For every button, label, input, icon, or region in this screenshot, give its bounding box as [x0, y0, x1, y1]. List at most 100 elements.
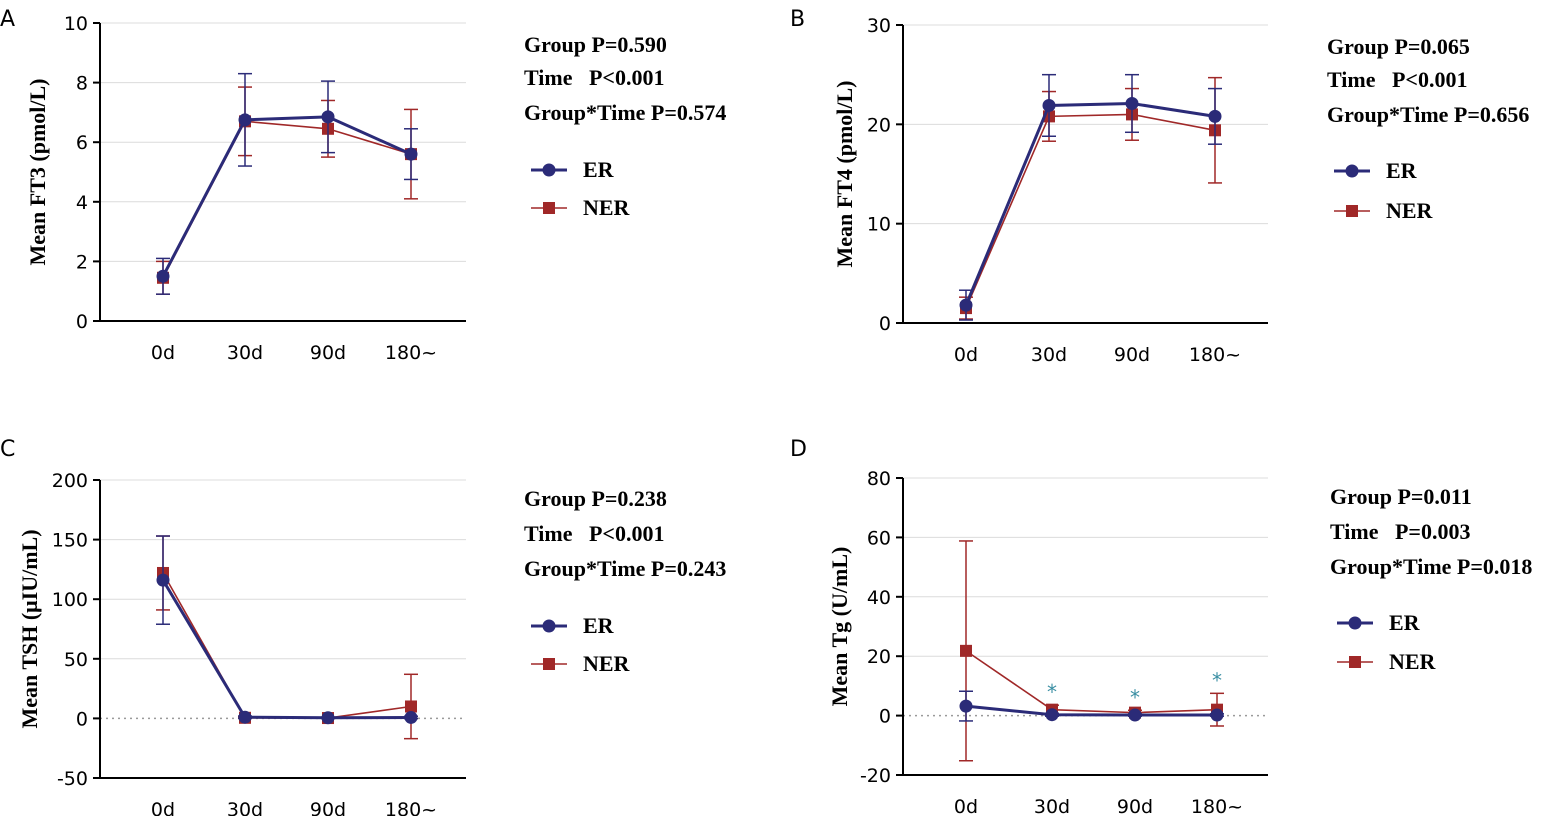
y-tick-label: 0	[879, 313, 891, 335]
legend-marker	[1345, 164, 1359, 178]
panel-letter: B	[790, 7, 805, 32]
legend-item-er[interactable]: ER	[531, 613, 615, 638]
significance-marker: *	[1212, 668, 1222, 692]
series-er	[959, 690, 1224, 722]
stat-line: Time P<0.001	[524, 521, 664, 546]
significance-marker: *	[1047, 680, 1057, 704]
legend-marker	[542, 163, 556, 177]
stat-line: Group P=0.011	[1330, 484, 1472, 509]
panel-letter: D	[790, 437, 807, 462]
series-ner	[959, 540, 1224, 762]
y-tick-label: 10	[64, 13, 88, 35]
y-tick-label: -50	[57, 768, 88, 790]
point-ner[interactable]	[405, 700, 417, 713]
stat-line: Group P=0.238	[524, 486, 667, 511]
y-tick-label: 10	[867, 214, 891, 236]
y-axis-label: Mean FT3 (pmol/L)	[25, 79, 50, 266]
panel-letter: C	[0, 437, 15, 462]
legend-marker	[1348, 616, 1362, 630]
legend-item-ner[interactable]: NER	[1334, 198, 1434, 223]
x-tick-label: 0d	[954, 344, 978, 366]
stat-line: Time P=0.003	[1330, 519, 1470, 544]
legend-marker	[1349, 656, 1361, 668]
panel-A: A 0 2 4 6 8 10 0d 30d 90d 180~ Mean FT3 (pmol/L) Gro…	[0, 7, 726, 364]
panel-B: B 0 10 20 30 0d 30d 90d 180~ Mean FT4 (pmol/L) Gro…	[790, 7, 1529, 366]
point-er[interactable]	[156, 269, 170, 283]
stat-line: Group*Time P=0.018	[1330, 554, 1532, 579]
point-er[interactable]	[156, 573, 170, 587]
point-er[interactable]	[1210, 708, 1224, 722]
x-tick-label: 30d	[1034, 796, 1070, 816]
series-line-er	[161, 579, 412, 720]
series-line-ner	[965, 113, 1216, 309]
point-ner[interactable]	[960, 644, 972, 657]
stat-line: Group*Time P=0.656	[1327, 102, 1529, 127]
legend-label: NER	[583, 195, 631, 220]
point-er[interactable]	[959, 298, 973, 312]
series-line-ner	[965, 650, 1218, 714]
y-axis-label: Mean FT4 (pmol/L)	[832, 81, 857, 268]
x-tick-label: 30d	[227, 799, 263, 816]
y-tick-label: 50	[64, 649, 88, 671]
y-tick-label: 30	[867, 15, 891, 37]
legend-label: ER	[583, 613, 615, 638]
point-er[interactable]	[1208, 109, 1222, 123]
series-er	[156, 535, 418, 725]
legend-item-er[interactable]: ER	[1337, 610, 1421, 635]
y-tick-label: 8	[76, 73, 88, 95]
x-tick-label: 90d	[1117, 796, 1153, 816]
legend-label: NER	[1386, 198, 1434, 223]
legend-item-ner[interactable]: NER	[1337, 649, 1437, 674]
point-er[interactable]	[321, 711, 335, 725]
point-er[interactable]	[238, 113, 252, 127]
x-tick-label: 0d	[151, 342, 175, 364]
point-er[interactable]	[1042, 98, 1056, 112]
x-tick-label: 180~	[385, 799, 437, 816]
y-tick-label: 0	[76, 708, 88, 730]
x-tick-label: 30d	[227, 342, 263, 364]
x-tick-label: 0d	[954, 796, 978, 816]
x-tick-label: 0d	[151, 799, 175, 816]
stat-line: Time P<0.001	[524, 65, 664, 90]
significance-marker: *	[1130, 685, 1140, 709]
legend-item-ner[interactable]: NER	[531, 195, 631, 220]
y-tick-label: 2	[76, 251, 88, 273]
y-tick-label: 6	[76, 132, 88, 154]
x-tick-label: 180~	[1191, 796, 1243, 816]
y-tick-label: 4	[76, 192, 88, 214]
y-tick-label: 40	[867, 587, 891, 609]
point-er[interactable]	[1045, 708, 1059, 722]
y-tick-label: 150	[52, 530, 88, 552]
y-tick-label: 200	[52, 470, 88, 492]
x-tick-label: 90d	[1114, 344, 1150, 366]
legend-marker	[542, 619, 556, 633]
legend-label: NER	[583, 651, 631, 676]
legend-label: NER	[1389, 649, 1437, 674]
y-tick-label: -20	[860, 765, 891, 787]
point-er[interactable]	[404, 147, 418, 161]
legend-item-er[interactable]: ER	[531, 157, 615, 182]
series-line-er	[161, 115, 412, 277]
series-er	[156, 72, 418, 295]
x-tick-label: 90d	[310, 342, 346, 364]
y-axis-label: Mean Tg (U/mL)	[827, 547, 852, 707]
x-tick-label: 30d	[1031, 344, 1067, 366]
point-er[interactable]	[959, 699, 973, 713]
stat-line: Group*Time P=0.574	[524, 100, 726, 125]
series-ner	[959, 76, 1222, 320]
series-ner	[156, 535, 418, 740]
y-tick-label: 100	[52, 589, 88, 611]
stat-line: Time P<0.001	[1327, 67, 1467, 92]
y-tick-label: 0	[76, 311, 88, 333]
point-er[interactable]	[321, 110, 335, 124]
legend-item-er[interactable]: ER	[1334, 158, 1418, 183]
legend-item-ner[interactable]: NER	[531, 651, 631, 676]
point-er[interactable]	[238, 710, 252, 724]
point-er[interactable]	[1128, 708, 1142, 722]
point-er[interactable]	[1125, 96, 1139, 110]
y-tick-label: 80	[867, 468, 891, 490]
stat-line: Group P=0.590	[524, 32, 667, 57]
point-er[interactable]	[404, 710, 418, 724]
legend-marker	[1346, 205, 1358, 217]
